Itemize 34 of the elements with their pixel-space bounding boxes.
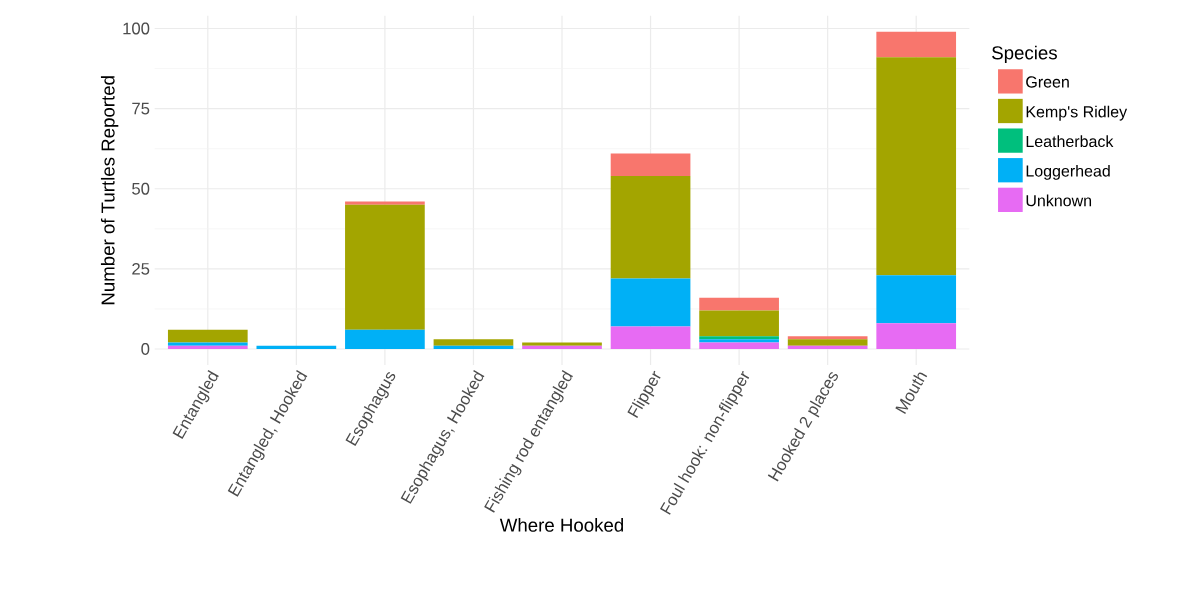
y-axis-title: Number of Turtles Reported bbox=[100, 76, 119, 305]
legend-title: Species bbox=[992, 45, 1057, 64]
bar bbox=[787, 336, 868, 340]
bar bbox=[876, 323, 957, 349]
bar bbox=[876, 57, 957, 276]
bar bbox=[610, 175, 691, 279]
bar bbox=[345, 201, 425, 205]
legend-label: Kemp's Ridley bbox=[1026, 105, 1128, 121]
bar bbox=[876, 275, 957, 324]
bar bbox=[876, 31, 957, 58]
y-tick-label: 75 bbox=[132, 102, 150, 115]
legend-label: Loggerhead bbox=[1026, 164, 1110, 180]
y-tick-label: 100 bbox=[123, 22, 150, 35]
y-tick-label: 50 bbox=[132, 182, 150, 195]
bar bbox=[699, 342, 779, 349]
bar bbox=[610, 326, 691, 349]
x-axis-title: Where Hooked bbox=[499, 518, 624, 532]
bar bbox=[610, 278, 691, 327]
bar bbox=[345, 204, 425, 330]
bar bbox=[345, 329, 425, 349]
bar bbox=[787, 339, 868, 346]
bar bbox=[256, 345, 337, 349]
legend-label: Unknown bbox=[1026, 194, 1092, 207]
bar bbox=[787, 345, 868, 349]
legend-label: Leatherback bbox=[1026, 135, 1114, 148]
bar bbox=[699, 310, 779, 337]
y-tick-label: 25 bbox=[132, 262, 150, 275]
bar bbox=[699, 297, 779, 311]
y-tick-label: 0 bbox=[141, 343, 150, 355]
bar bbox=[610, 153, 691, 176]
bar bbox=[167, 329, 248, 343]
bar bbox=[433, 345, 514, 349]
bar bbox=[433, 339, 514, 346]
legend-label: Green bbox=[1026, 76, 1069, 88]
